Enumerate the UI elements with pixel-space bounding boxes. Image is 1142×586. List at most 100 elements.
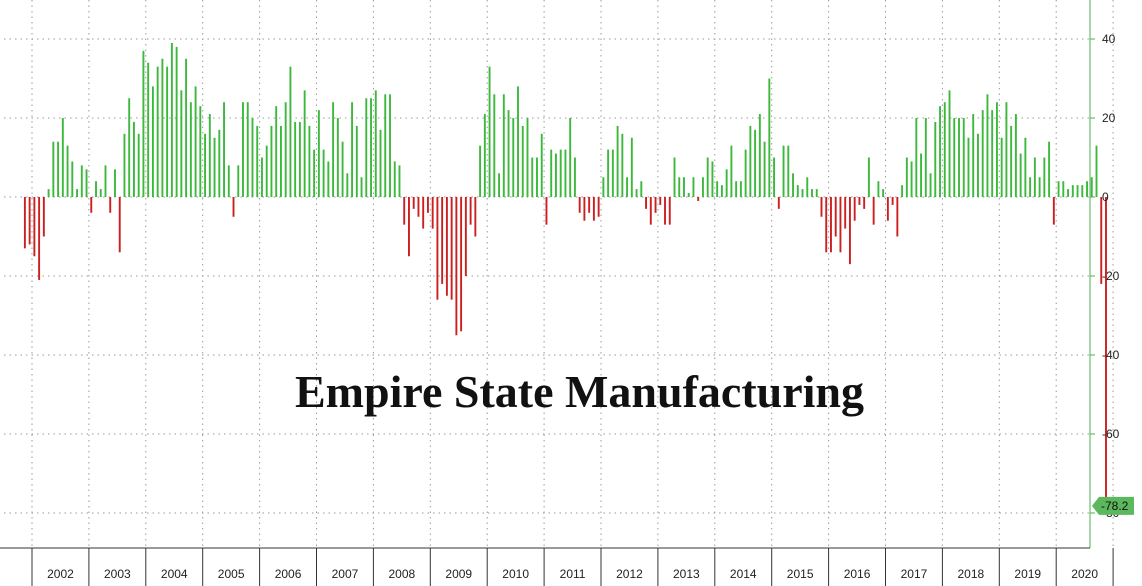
bar [630,137,633,197]
bar [692,177,695,197]
last-value-label: -78.2 [1092,496,1134,515]
bar [374,90,377,197]
bar [934,121,937,197]
bar [659,197,662,205]
bar [313,149,316,197]
bar [1100,197,1103,284]
bar [455,197,458,336]
bar [815,189,818,197]
bar [1081,185,1084,197]
bar [327,161,330,197]
x-tick-label: 2011 [560,567,586,581]
bar [237,165,240,197]
bar [683,177,685,197]
bar [474,197,477,237]
x-tick-label: 2014 [730,567,757,581]
bar [417,197,420,217]
bar [654,197,657,213]
bar [962,118,965,197]
last-value-badge [1092,496,1134,515]
bar [294,121,297,197]
bar [161,58,164,197]
bar [33,197,36,257]
bar [298,121,301,197]
bar [85,169,88,197]
bar [526,118,529,197]
bar [71,161,74,197]
bar [261,157,263,197]
bar [61,118,64,197]
bar [948,90,951,197]
bar [275,106,278,197]
x-tick-label: 2008 [388,567,415,581]
bar [469,197,472,225]
bar [678,177,681,197]
bar [668,197,671,225]
bar [626,177,629,197]
bar [787,145,790,197]
x-tick-label: 2002 [47,567,74,581]
bar [1095,145,1098,197]
x-tick-label: 2017 [901,567,928,581]
bar [820,197,823,217]
bar [76,189,78,197]
bar [744,149,747,197]
bar [460,197,463,332]
bar [441,197,444,284]
bar [702,177,704,197]
x-tick-label: 2020 [1071,567,1098,581]
bar [758,114,761,197]
bar [1062,181,1065,197]
bar [986,94,989,197]
x-tick-label: 2007 [332,567,359,581]
bar [545,197,548,225]
bar [118,197,121,253]
bar [863,197,866,209]
bar [346,173,349,197]
bar [1038,177,1041,197]
bar [531,157,534,197]
bar [204,133,207,197]
bar [573,157,576,197]
bar [246,102,249,197]
bar [711,161,714,197]
bar [640,181,643,197]
bar [412,197,415,209]
bar [858,197,861,205]
bar [175,46,178,198]
bar [95,181,97,197]
bar [578,197,581,213]
bar [735,181,738,197]
bar [431,197,434,229]
bar [777,197,780,209]
bar [645,197,647,209]
bar [991,110,994,197]
bar [834,197,837,237]
bar [109,197,112,213]
bar [763,141,766,197]
bar [42,197,45,237]
bar [687,193,690,197]
bar [1067,189,1069,197]
y-tick-label: 0 [1102,190,1109,204]
bar [611,149,614,197]
bar [811,189,813,197]
bar [725,169,728,197]
bar [739,181,742,197]
x-tick-label: 2013 [673,567,700,581]
bar [170,42,173,198]
bar [185,58,188,197]
bar [114,169,116,197]
x-tick-label: 2009 [445,567,472,581]
bar [303,90,306,197]
bar [583,197,586,221]
bar [270,125,273,197]
y-tick-label: -40 [1102,348,1120,362]
bar [370,98,372,197]
bar [635,189,638,197]
bar [1048,141,1051,197]
bar [559,149,562,197]
bar [332,102,335,197]
bar [853,197,856,221]
